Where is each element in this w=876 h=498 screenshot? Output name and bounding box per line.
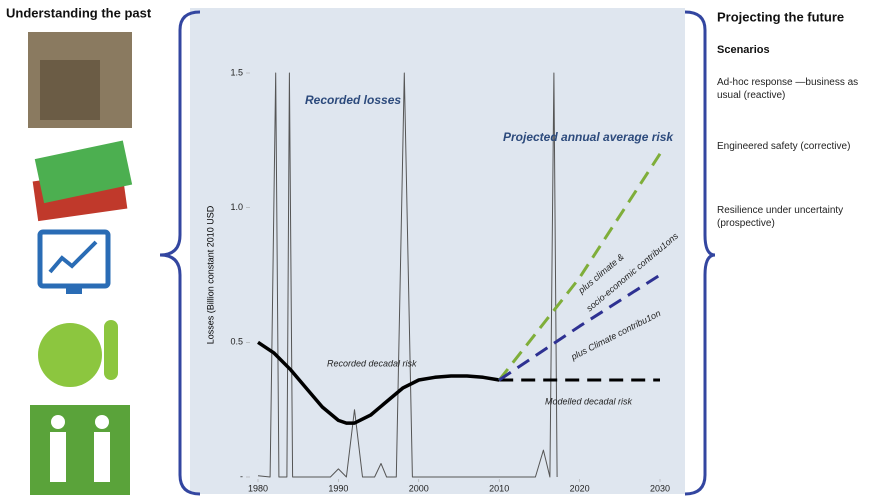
x-tick-label: 2010: [489, 483, 509, 493]
scenario: Resilience under uncertainty (prospectiv…: [717, 204, 875, 230]
y-axis-label: Losses (Billion constant 2010 USD: [205, 205, 215, 344]
right-brace: [685, 12, 715, 494]
x-tick-label: 1990: [328, 483, 348, 493]
scenario: Engineered safety (corrective): [717, 140, 875, 204]
monitor-stand: [66, 286, 82, 294]
y-tick-label: -: [240, 471, 243, 481]
x-tick-label: 2000: [409, 483, 429, 493]
page: Understanding the past Projecting the fu…: [0, 0, 876, 498]
scenario: Ad-hoc response —business as usual (reac…: [717, 76, 875, 140]
scenarios-heading: Scenarios: [717, 44, 770, 56]
person-head: [95, 415, 109, 429]
x-tick-label: 2020: [570, 483, 590, 493]
y-tick-label: 1.5: [230, 67, 243, 77]
y-tick-label: 1.0: [230, 202, 243, 212]
series-label: Recorded losses: [305, 93, 401, 107]
globe-icon: [38, 323, 102, 387]
scenario-list: Ad-hoc response —business as usual (reac…: [717, 76, 875, 276]
annotation: Projected annual average risk: [503, 130, 674, 144]
person-head: [51, 415, 65, 429]
figure: Understanding the past Projecting the fu…: [0, 0, 876, 498]
monitor-icon: [40, 232, 108, 286]
y-tick-label: 0.5: [230, 337, 243, 347]
x-tick-label: 1980: [248, 483, 268, 493]
thermometer-icon: [104, 320, 118, 380]
left-title: Understanding the past: [6, 5, 152, 20]
people-icon: [30, 405, 130, 495]
series-label: Recorded decadal risk: [327, 358, 417, 368]
x-tick-label: 2030: [650, 483, 670, 493]
person-body: [94, 432, 110, 482]
photo-detail: [40, 60, 100, 120]
right-title: Projecting the future: [717, 9, 844, 24]
person-body: [50, 432, 66, 482]
series-label: Modelled decadal risk: [545, 396, 633, 406]
chart-background: [190, 8, 685, 494]
